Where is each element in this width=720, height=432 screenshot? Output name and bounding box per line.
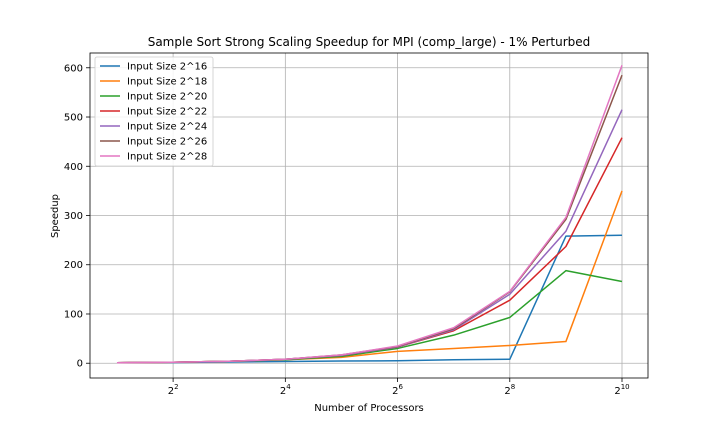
series-line-2 — [116, 190, 623, 364]
y-tick-label: 300 — [64, 211, 83, 222]
series-lines — [116, 65, 623, 364]
x-tick-label: 24 — [280, 383, 291, 397]
legend-label: Input Size 2^16 — [127, 62, 207, 73]
legend-label: Input Size 2^18 — [127, 77, 207, 88]
legend-label: Input Size 2^28 — [127, 152, 207, 163]
y-tick-label: 100 — [64, 309, 83, 320]
legend-label: Input Size 2^26 — [127, 137, 207, 148]
y-tick-label: 200 — [64, 260, 83, 271]
x-tick-label: 26 — [392, 383, 403, 397]
y-tick-label: 400 — [64, 162, 83, 173]
y-tick-label: 0 — [77, 359, 83, 370]
series-line-4 — [116, 137, 623, 364]
x-tick-label: 28 — [504, 383, 515, 397]
series-line-7 — [116, 65, 623, 364]
legend-label: Input Size 2^20 — [127, 92, 207, 103]
y-tick-label: 600 — [64, 63, 83, 74]
y-tick-label: 500 — [64, 113, 83, 124]
y-axis-label: Speedup — [50, 194, 61, 238]
y-axis-ticks: 0 100 200 300 400 500 600 — [64, 63, 90, 370]
legend-label: Input Size 2^22 — [127, 107, 207, 118]
chart-title: Sample Sort Strong Scaling Speedup for M… — [148, 35, 591, 49]
x-axis-ticks: 22 24 26 28 210 — [168, 378, 630, 397]
x-axis-label: Number of Processors — [314, 403, 424, 414]
x-tick-label: 210 — [614, 383, 629, 397]
series-line-3 — [116, 269, 623, 364]
legend-label: Input Size 2^24 — [127, 122, 207, 133]
x-tick-label: 22 — [168, 383, 179, 397]
legend-box — [94, 56, 214, 167]
legend: Input Size 2^16 Input Size 2^18 Input Size… — [94, 56, 214, 167]
